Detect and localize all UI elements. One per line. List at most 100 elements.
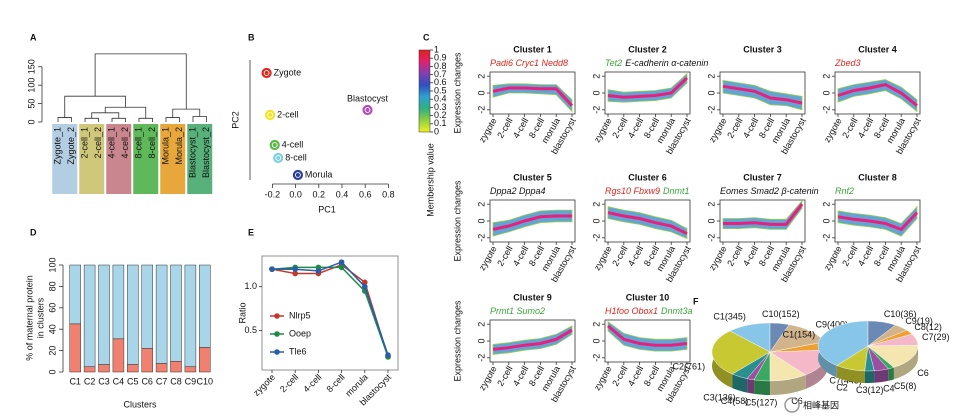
bar-segment	[83, 264, 96, 367]
pie-label: C10(152)	[762, 309, 800, 319]
bar-segment	[69, 264, 81, 325]
gene-labels: Tet2 E-cadherin α-catenin	[605, 58, 708, 68]
pie-slice	[817, 320, 869, 366]
y-tick-label: 0.5	[244, 325, 257, 335]
cluster-title: Cluster 2	[628, 44, 667, 54]
y-tick-label: 2	[476, 74, 486, 79]
leaf-label: Blastocyst_1	[187, 127, 197, 178]
pie-label: C9(400)	[815, 319, 848, 329]
center-line	[607, 76, 689, 99]
y-tick-label: 150	[26, 59, 36, 74]
legend-label: Ooep	[289, 328, 311, 338]
x-tick-label: zygote	[477, 116, 499, 144]
point	[338, 259, 345, 265]
point-core	[365, 108, 370, 112]
point-core	[272, 143, 277, 147]
panel-label: A	[30, 32, 37, 42]
panel-label: B	[248, 32, 255, 42]
x-tick-label: C5	[127, 376, 139, 386]
y-tick-label: 0	[476, 90, 486, 95]
gene-label: Dppa2 Dppa4	[490, 186, 546, 196]
y-tick-label: 0	[706, 90, 716, 95]
leaf-label: 8-cell_2	[147, 127, 157, 159]
x-tick-label: 0.4	[336, 189, 349, 199]
x-axis-label: PC1	[318, 204, 336, 214]
gene-label: Tet2	[605, 58, 622, 68]
gene-label: Zbed3	[834, 58, 861, 68]
gene-label: H1foo Obox1	[605, 306, 658, 316]
y-tick-label: 0	[26, 119, 36, 124]
leaf-label: 2-cell_1	[79, 127, 89, 159]
colorbar	[418, 49, 431, 133]
pie-slice	[769, 322, 790, 353]
panel-label: D	[30, 227, 37, 237]
label-box	[160, 124, 186, 194]
gene-labels: Rnf2	[835, 186, 854, 196]
y-tick-label: -2	[821, 234, 831, 242]
dendrogram-link	[192, 116, 207, 122]
x-tick-label: zygote	[707, 116, 729, 144]
pie-label: C2	[836, 383, 848, 393]
bar-segment	[184, 366, 197, 373]
gene-label: Rgs10 Fbxw9	[605, 186, 660, 196]
gene-labels: Eomes Smad2 β-catenin	[720, 186, 819, 196]
x-tick-label: zygote	[707, 244, 729, 272]
bar-segment	[98, 264, 110, 365]
point-label: Blastocyst	[347, 93, 389, 103]
plot-frame	[261, 255, 399, 371]
y-tick-label: -2	[821, 106, 831, 114]
pie-label: C3(136)	[703, 392, 736, 402]
y-axis-label: Expression changes	[452, 52, 462, 134]
y-axis-label: Expression changes	[452, 180, 462, 262]
center-line	[492, 328, 573, 351]
watermark-icon	[784, 397, 800, 413]
gene-labels: Dppa2 Dppa4	[490, 186, 546, 196]
bar-segment	[199, 347, 211, 373]
y-tick-label: 0	[706, 218, 716, 223]
bar-segment	[170, 361, 182, 373]
leaf-label: 8-cell_1	[133, 127, 143, 159]
legend-marker	[274, 313, 280, 319]
colorbar-tick-label: 0.9	[434, 53, 447, 63]
bar-segment	[112, 338, 125, 373]
y-tick-label: 2	[821, 74, 831, 79]
y-tick-label: 0	[591, 90, 601, 95]
y-tick-label: -2	[591, 234, 601, 242]
label-box	[133, 124, 159, 194]
gene-label: Dnmt1	[663, 186, 690, 196]
y-tick-label: 60	[47, 303, 57, 313]
x-tick-label: zygote	[251, 372, 277, 398]
spread-band	[492, 325, 573, 355]
center-line	[492, 214, 572, 231]
pie-slice-side	[747, 378, 755, 394]
point	[292, 266, 299, 272]
gene-labels: H1foo Obox1 Dnmt3a	[605, 306, 693, 316]
colorbar-tick-label: 0	[434, 126, 439, 136]
bar-segment	[127, 364, 139, 373]
point-label: 4-cell	[282, 139, 304, 149]
watermark: 相峰基因	[803, 399, 839, 410]
pie-label: C10(36)	[884, 309, 917, 319]
colorbar-tick-label: 0.3	[434, 102, 447, 112]
point-core	[295, 173, 300, 177]
label-box	[52, 124, 78, 194]
gene-labels: Prmt1 Sumo2	[490, 306, 545, 316]
pie-label: C5(127)	[745, 398, 778, 408]
x-axis-label: Clusters	[123, 399, 157, 409]
pie-slice-side	[754, 379, 771, 396]
x-tick-label: C9	[185, 376, 197, 386]
center-line	[723, 203, 804, 226]
legend-marker	[274, 331, 280, 337]
pie-slice-side	[888, 367, 894, 381]
pie-slice-side	[874, 368, 889, 383]
y-tick-label: 0	[476, 338, 486, 343]
y-tick-label: 0	[821, 90, 831, 95]
panel-label: E	[248, 227, 254, 237]
x-tick-label: zygote	[822, 244, 844, 272]
x-tick-label: 0.0	[289, 189, 302, 199]
pie-label: C3(12)	[856, 385, 884, 395]
pie-label: C9(19)	[905, 316, 933, 326]
dendrogram-link	[165, 117, 180, 122]
y-tick-label: -2	[706, 106, 716, 114]
